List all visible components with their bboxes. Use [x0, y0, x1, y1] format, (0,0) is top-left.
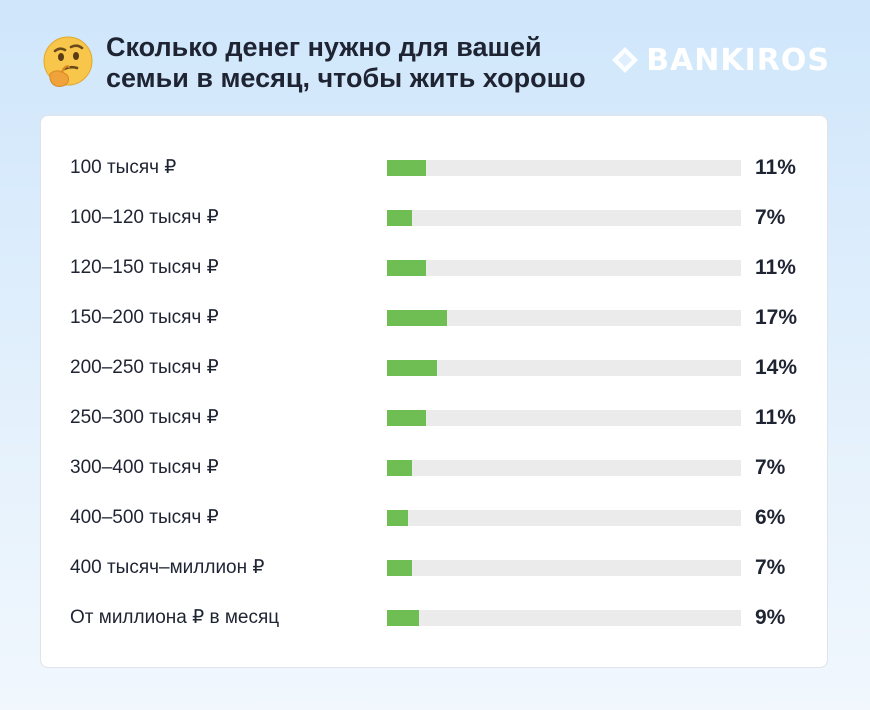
bar [387, 410, 426, 426]
value-label: 11% [755, 156, 796, 179]
bar-track [387, 560, 741, 576]
category-label: 250–300 тысяч ₽ [70, 407, 219, 428]
value-label: 9% [755, 606, 786, 629]
chart-row: 250–300 тысяч ₽ 11% [41, 403, 829, 433]
value-label: 7% [755, 206, 786, 229]
chart-row: 100 тысяч ₽ 11% [41, 153, 829, 183]
value-label: 17% [755, 306, 798, 329]
bar-track [387, 160, 741, 176]
bar-track [387, 210, 741, 226]
bar-track [387, 310, 741, 326]
chart-row: 400–500 тысяч ₽ 6% [41, 503, 829, 533]
title-line-1: Сколько денег нужно для вашей [106, 32, 542, 62]
bar-track [387, 510, 741, 526]
header: Сколько денег нужно для вашей семьи в ме… [40, 30, 830, 100]
chart-row: 300–400 тысяч ₽ 7% [41, 453, 829, 483]
value-label: 14% [755, 356, 798, 379]
chart-row: От миллиона ₽ в месяц 9% [41, 603, 829, 633]
category-label: 100 тысяч ₽ [70, 157, 177, 178]
bar [387, 460, 412, 476]
category-label: 100–120 тысяч ₽ [70, 207, 219, 228]
bar [387, 260, 426, 276]
diamond-logo-icon [612, 47, 639, 73]
value-label: 7% [755, 556, 786, 579]
value-label: 11% [755, 256, 796, 279]
brand-logo: BANKIROS [610, 40, 830, 80]
category-label: 400 тысяч–миллион ₽ [70, 557, 265, 578]
bar [387, 510, 408, 526]
brand-name: BANKIROS [646, 42, 830, 78]
chart-row: 100–120 тысяч ₽ 7% [41, 203, 829, 233]
thinking-face-icon [43, 36, 93, 87]
bar-track [387, 610, 741, 626]
bar [387, 560, 412, 576]
category-label: 150–200 тысяч ₽ [70, 307, 219, 328]
category-label: 200–250 тысяч ₽ [70, 357, 219, 378]
bar [387, 360, 437, 376]
value-label: 7% [755, 456, 786, 479]
bar [387, 610, 419, 626]
bar [387, 160, 426, 176]
category-label: 400–500 тысяч ₽ [70, 507, 219, 528]
bar-track [387, 460, 741, 476]
chart-row: 200–250 тысяч ₽ 14% [41, 353, 829, 383]
title-line-2: семьи в месяц, чтобы жить хорошо [106, 63, 586, 93]
chart-row: 120–150 тысяч ₽ 11% [41, 253, 829, 283]
bar-track [387, 410, 741, 426]
bar-track [387, 360, 741, 376]
category-label: 300–400 тысяч ₽ [70, 457, 219, 478]
category-label: От миллиона ₽ в месяц [70, 607, 280, 628]
chart-row: 400 тысяч–миллион ₽ 7% [41, 553, 829, 583]
chart-row: 150–200 тысяч ₽ 17% [41, 303, 829, 333]
page-title: Сколько денег нужно для вашей семьи в ме… [106, 32, 626, 94]
bar [387, 210, 412, 226]
value-label: 6% [755, 506, 786, 529]
category-label: 120–150 тысяч ₽ [70, 257, 219, 278]
bar [387, 310, 447, 326]
chart-card: 100 тысяч ₽ 11% 100–120 тысяч ₽ 7% 120–150 т… [40, 115, 828, 668]
bar-track [387, 260, 741, 276]
value-label: 11% [755, 406, 796, 429]
